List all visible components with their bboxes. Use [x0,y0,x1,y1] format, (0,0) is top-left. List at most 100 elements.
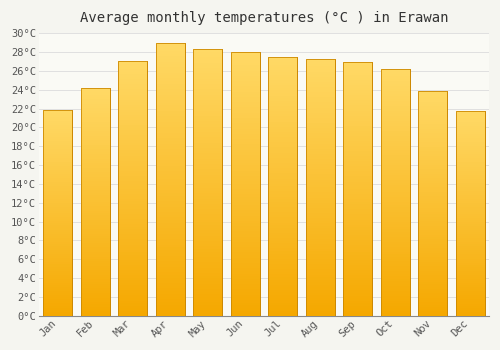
Bar [156,286,185,288]
Bar [156,201,185,204]
Bar [80,257,110,259]
Bar [380,239,410,242]
Bar [418,257,448,259]
Bar [418,102,448,104]
Bar [343,105,372,108]
Bar [306,177,335,180]
Bar [118,143,148,145]
Bar [230,160,260,163]
Bar [268,166,298,168]
Bar [230,187,260,189]
Bar [193,196,222,198]
Bar [380,276,410,279]
Bar [80,99,110,102]
Bar [343,121,372,123]
Bar [193,185,222,188]
Bar [456,289,485,291]
Bar [306,66,335,69]
Bar [380,101,410,104]
Bar [80,272,110,275]
Bar [343,283,372,285]
Bar [118,69,148,72]
Bar [380,150,410,153]
Bar [193,233,222,236]
Bar [230,245,260,247]
Bar [380,242,410,244]
Bar [193,129,222,132]
Bar [456,128,485,130]
Bar [193,182,222,185]
Bar [343,232,372,235]
Bar [268,134,298,137]
Bar [118,77,148,79]
Bar [306,257,335,259]
Bar [306,213,335,216]
Bar [43,291,72,293]
Bar [343,62,372,316]
Bar [343,293,372,295]
Bar [230,52,260,316]
Bar [43,223,72,225]
Bar [343,166,372,169]
Bar [193,108,222,111]
Bar [230,271,260,274]
Bar [306,216,335,218]
Bar [418,91,448,316]
Bar [80,131,110,133]
Bar [193,215,222,217]
Bar [156,54,185,56]
Bar [118,79,148,82]
Bar [193,116,222,119]
Bar [156,62,185,64]
Bar [43,310,72,312]
Bar [193,86,222,89]
Bar [306,308,335,311]
Bar [343,103,372,105]
Bar [268,57,298,316]
Bar [118,186,148,189]
Bar [80,282,110,284]
Bar [343,247,372,250]
Bar [306,144,335,146]
Bar [306,280,335,282]
Bar [418,160,448,163]
Bar [156,302,185,305]
Bar [230,210,260,213]
Bar [43,293,72,295]
Bar [456,183,485,185]
Bar [230,155,260,158]
Bar [418,266,448,268]
Bar [118,201,148,204]
Bar [156,92,185,94]
Bar [43,248,72,250]
Bar [80,90,110,92]
Bar [230,105,260,107]
Bar [418,226,448,228]
Bar [193,190,222,193]
Bar [456,210,485,211]
Bar [268,261,298,264]
Bar [118,295,148,298]
Title: Average monthly temperatures (°C ) in Erawan: Average monthly temperatures (°C ) in Er… [80,11,448,25]
Bar [343,108,372,111]
Bar [118,120,148,122]
Bar [43,211,72,213]
Bar [156,59,185,62]
Bar [306,159,335,161]
Bar [193,249,222,252]
Bar [43,213,72,215]
Bar [230,197,260,200]
Bar [156,270,185,272]
Bar [268,83,298,85]
Bar [306,259,335,262]
Bar [230,163,260,166]
Bar [380,141,410,143]
Bar [80,108,110,111]
Bar [380,234,410,237]
Bar [43,111,72,316]
Bar [380,296,410,299]
Bar [268,225,298,228]
Bar [380,108,410,111]
Bar [380,210,410,212]
Bar [193,204,222,206]
